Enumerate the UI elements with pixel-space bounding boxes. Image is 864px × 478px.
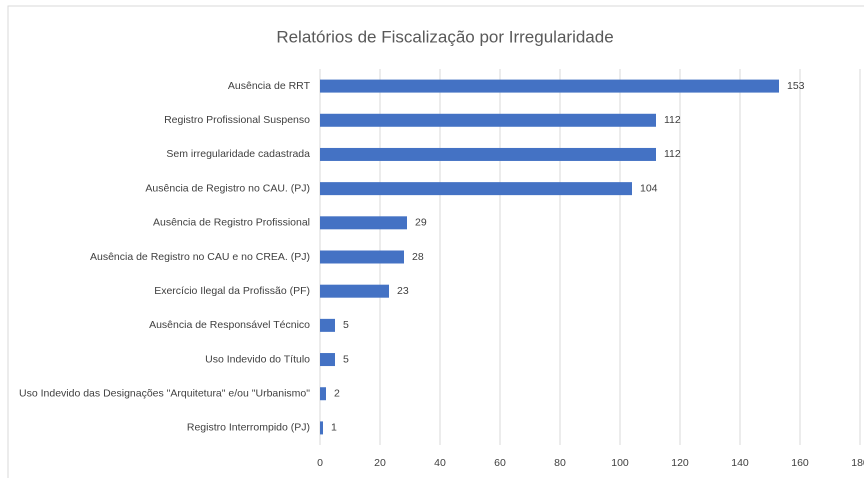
y-tick-label: Uso Indevido das Designações "Arquitetur… (19, 388, 310, 400)
data-label: 5 (343, 353, 349, 365)
bar (320, 216, 407, 230)
x-tick-label: 120 (671, 457, 689, 469)
data-label: 1 (331, 422, 337, 434)
bar (320, 147, 656, 161)
bar (320, 250, 404, 264)
bar (320, 182, 632, 196)
bar (320, 79, 779, 93)
chart-frame (7, 5, 864, 478)
y-tick-label: Ausência de Registro no CAU. (PJ) (145, 182, 310, 194)
x-tick-label: 80 (554, 457, 566, 469)
y-tick-label: Ausência de Registro Profissional (153, 217, 310, 229)
bar (320, 284, 389, 298)
y-tick-label: Exercício Ilegal da Profissão (PF) (154, 285, 310, 297)
chart-title: Relatórios de Fiscalização por Irregular… (276, 27, 613, 46)
data-label: 23 (397, 285, 409, 297)
bar (320, 113, 656, 127)
x-tick-label: 0 (317, 457, 323, 469)
y-tick-label: Registro Profissional Suspenso (164, 114, 310, 126)
x-tick-label: 100 (611, 457, 629, 469)
y-tick-label: Ausência de Registro no CAU e no CREA. (… (90, 251, 310, 263)
data-label: 112 (664, 114, 681, 126)
data-label: 29 (415, 217, 427, 229)
bar (320, 318, 335, 332)
data-label: 104 (640, 182, 658, 194)
x-tick-label: 20 (374, 457, 386, 469)
data-label: 28 (412, 251, 424, 263)
x-tick-label: 160 (791, 457, 809, 469)
y-tick-label: Sem irregularidade cadastrada (166, 148, 310, 160)
y-tick-label: Registro Interrompido (PJ) (187, 422, 310, 434)
data-label: 153 (787, 80, 805, 92)
x-tick-label: 60 (494, 457, 506, 469)
y-tick-label: Ausência de Responsável Técnico (149, 319, 310, 331)
y-tick-label: Uso Indevido do Título (205, 353, 310, 365)
data-label: 112 (664, 148, 681, 160)
x-tick-label: 180 (851, 457, 864, 469)
data-label: 5 (343, 319, 349, 331)
y-tick-label: Ausência de RRT (228, 80, 311, 92)
x-tick-label: 140 (731, 457, 749, 469)
bar (320, 387, 326, 401)
x-tick-label: 40 (434, 457, 446, 469)
bar (320, 421, 323, 435)
data-label: 2 (334, 388, 340, 400)
bar (320, 353, 335, 367)
